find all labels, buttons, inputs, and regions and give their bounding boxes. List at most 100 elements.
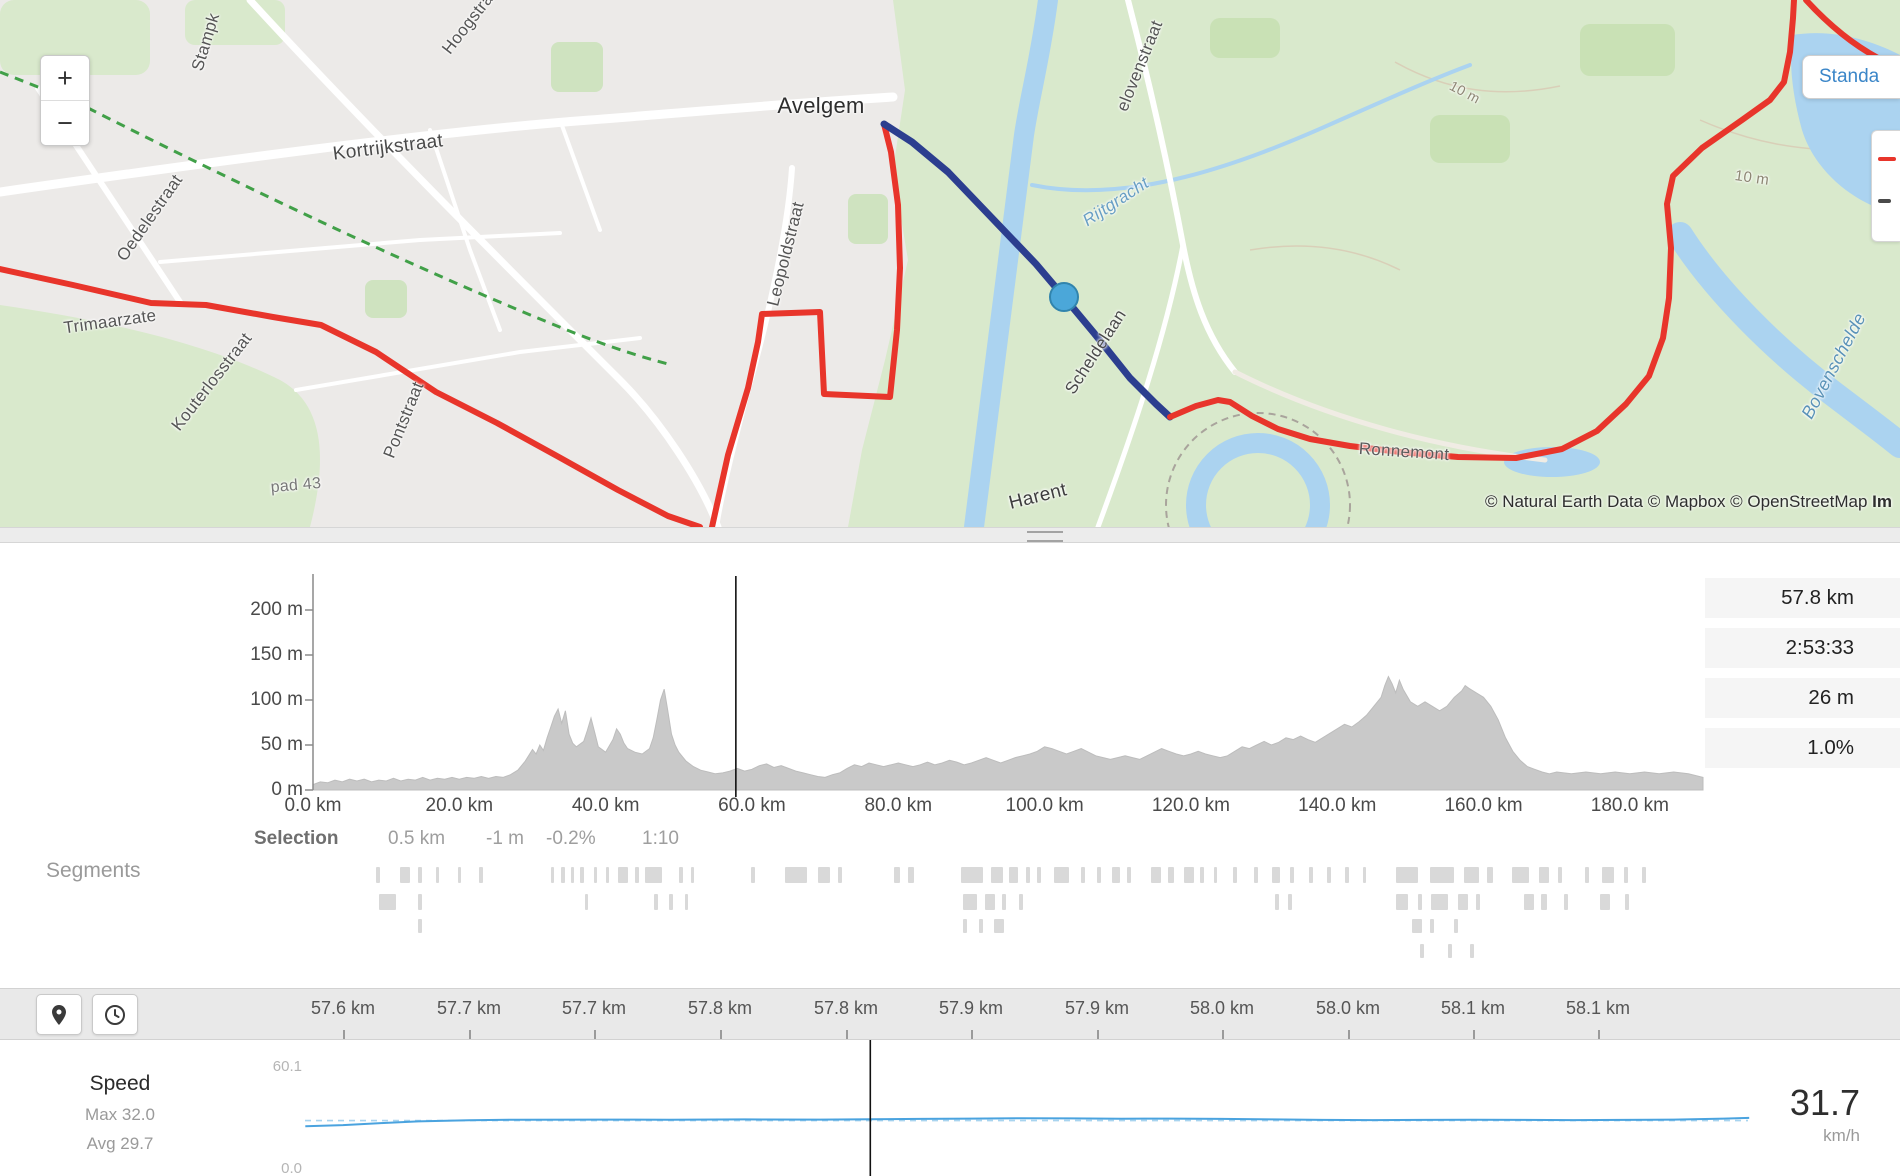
segment-bar[interactable] [991, 867, 1003, 883]
segment-bar[interactable] [1585, 867, 1589, 883]
segment-bar[interactable] [561, 867, 565, 883]
segment-bar[interactable] [751, 867, 755, 883]
divider-grab-handle[interactable] [1027, 531, 1063, 542]
segment-bar[interactable] [1254, 867, 1258, 883]
segment-bar[interactable] [1430, 867, 1454, 883]
segment-bar[interactable] [594, 867, 597, 883]
segment-bar[interactable] [1541, 894, 1547, 910]
segment-bar[interactable] [585, 894, 588, 910]
segment-bar[interactable] [635, 867, 639, 883]
segment-bar[interactable] [691, 867, 694, 883]
zoom-in-button[interactable]: + [41, 56, 89, 100]
segment-bar[interactable] [1624, 867, 1628, 883]
segment-bar[interactable] [418, 919, 422, 933]
segment-bar[interactable] [551, 867, 554, 883]
segment-bar[interactable] [1470, 944, 1474, 958]
route-selected-segment[interactable] [880, 120, 1174, 421]
segment-bar[interactable] [1512, 867, 1529, 883]
segment-bar[interactable] [1448, 944, 1452, 958]
segment-bar[interactable] [1233, 867, 1237, 883]
segment-bar[interactable] [580, 867, 584, 883]
segment-bar[interactable] [1539, 867, 1549, 883]
segment-bar[interactable] [1168, 867, 1174, 883]
segment-bar[interactable] [1564, 894, 1568, 910]
map[interactable]: Stampk Hoogstra Kortrijkstraat Oedelestraat… [0, 0, 1900, 527]
map-style-button[interactable]: Standa [1802, 55, 1900, 99]
segment-bar[interactable] [679, 867, 683, 883]
segment-bar[interactable] [1476, 894, 1480, 910]
segment-bar[interactable] [1214, 867, 1217, 883]
segment-bar[interactable] [1430, 919, 1434, 933]
segment-bar[interactable] [458, 867, 461, 883]
segment-bar[interactable] [669, 894, 673, 910]
segment-bar[interactable] [1345, 867, 1349, 883]
segment-bar[interactable] [479, 867, 483, 883]
elevation-chart[interactable] [0, 543, 1900, 988]
segment-bar[interactable] [1418, 894, 1422, 910]
segment-bar[interactable] [838, 867, 842, 883]
segment-bar[interactable] [571, 867, 574, 883]
segment-bar[interactable] [1184, 867, 1194, 883]
segment-bar[interactable] [1151, 867, 1161, 883]
segment-bar[interactable] [618, 867, 628, 883]
segment-bar[interactable] [1288, 894, 1292, 910]
segment-bar[interactable] [1558, 867, 1562, 883]
segment-bar[interactable] [654, 894, 658, 910]
segment-bar[interactable] [1127, 867, 1131, 883]
segment-bar[interactable] [1002, 894, 1006, 910]
segment-bar[interactable] [418, 867, 422, 883]
segment-bar[interactable] [1524, 894, 1534, 910]
route-path-town[interactable] [709, 121, 903, 527]
segment-bar[interactable] [1112, 867, 1120, 883]
segment-bar[interactable] [606, 867, 609, 883]
segment-bar[interactable] [376, 867, 380, 883]
segment-bar[interactable] [1026, 867, 1030, 883]
segment-bar[interactable] [1081, 867, 1085, 883]
segment-bar[interactable] [1009, 867, 1018, 883]
panel-divider[interactable] [0, 527, 1900, 543]
segment-bar[interactable] [418, 894, 422, 910]
segment-bar[interactable] [1396, 894, 1408, 910]
segment-bar[interactable] [1642, 867, 1646, 883]
segment-bar[interactable] [963, 919, 967, 933]
route-path-east[interactable] [1167, 0, 1797, 461]
segment-bar[interactable] [1363, 867, 1366, 883]
zoom-out-button[interactable]: − [41, 101, 89, 145]
time-mode-button[interactable] [92, 994, 138, 1035]
segment-bar[interactable] [1464, 867, 1479, 883]
segment-bar[interactable] [1458, 894, 1468, 910]
segment-bar[interactable] [818, 867, 830, 883]
segment-bar[interactable] [1309, 867, 1313, 883]
segment-bar[interactable] [785, 867, 807, 883]
segment-bar[interactable] [1431, 894, 1448, 910]
segment-bar[interactable] [1097, 867, 1101, 883]
marker-mode-button[interactable] [36, 994, 82, 1035]
segment-bar[interactable] [436, 867, 439, 883]
segment-bar[interactable] [961, 867, 983, 883]
segment-bar[interactable] [1275, 894, 1279, 910]
segment-bar[interactable] [685, 894, 688, 910]
attribution-improve-link[interactable]: Im [1872, 492, 1892, 511]
segment-bar[interactable] [908, 867, 914, 883]
position-marker[interactable] [1049, 282, 1079, 312]
segment-bar[interactable] [1272, 867, 1280, 883]
route-path-west[interactable] [0, 266, 703, 527]
segment-bar[interactable] [1487, 867, 1493, 883]
segment-bar[interactable] [1200, 867, 1204, 883]
segment-bar[interactable] [1290, 867, 1294, 883]
segment-bar[interactable] [1420, 944, 1424, 958]
segment-bar[interactable] [894, 867, 900, 883]
segment-bar[interactable] [1327, 867, 1331, 883]
segment-bar[interactable] [1412, 919, 1422, 933]
segment-bar[interactable] [979, 919, 983, 933]
segment-bar[interactable] [1625, 894, 1629, 910]
segment-bar[interactable] [645, 867, 662, 883]
segment-bar[interactable] [1019, 894, 1023, 910]
segment-bar[interactable] [994, 919, 1004, 933]
segment-bar[interactable] [1037, 867, 1041, 883]
segment-bar[interactable] [1054, 867, 1069, 883]
segment-bar[interactable] [1454, 919, 1458, 933]
segment-bar[interactable] [1600, 894, 1610, 910]
segment-bar[interactable] [985, 894, 995, 910]
segment-bar[interactable] [379, 894, 396, 910]
